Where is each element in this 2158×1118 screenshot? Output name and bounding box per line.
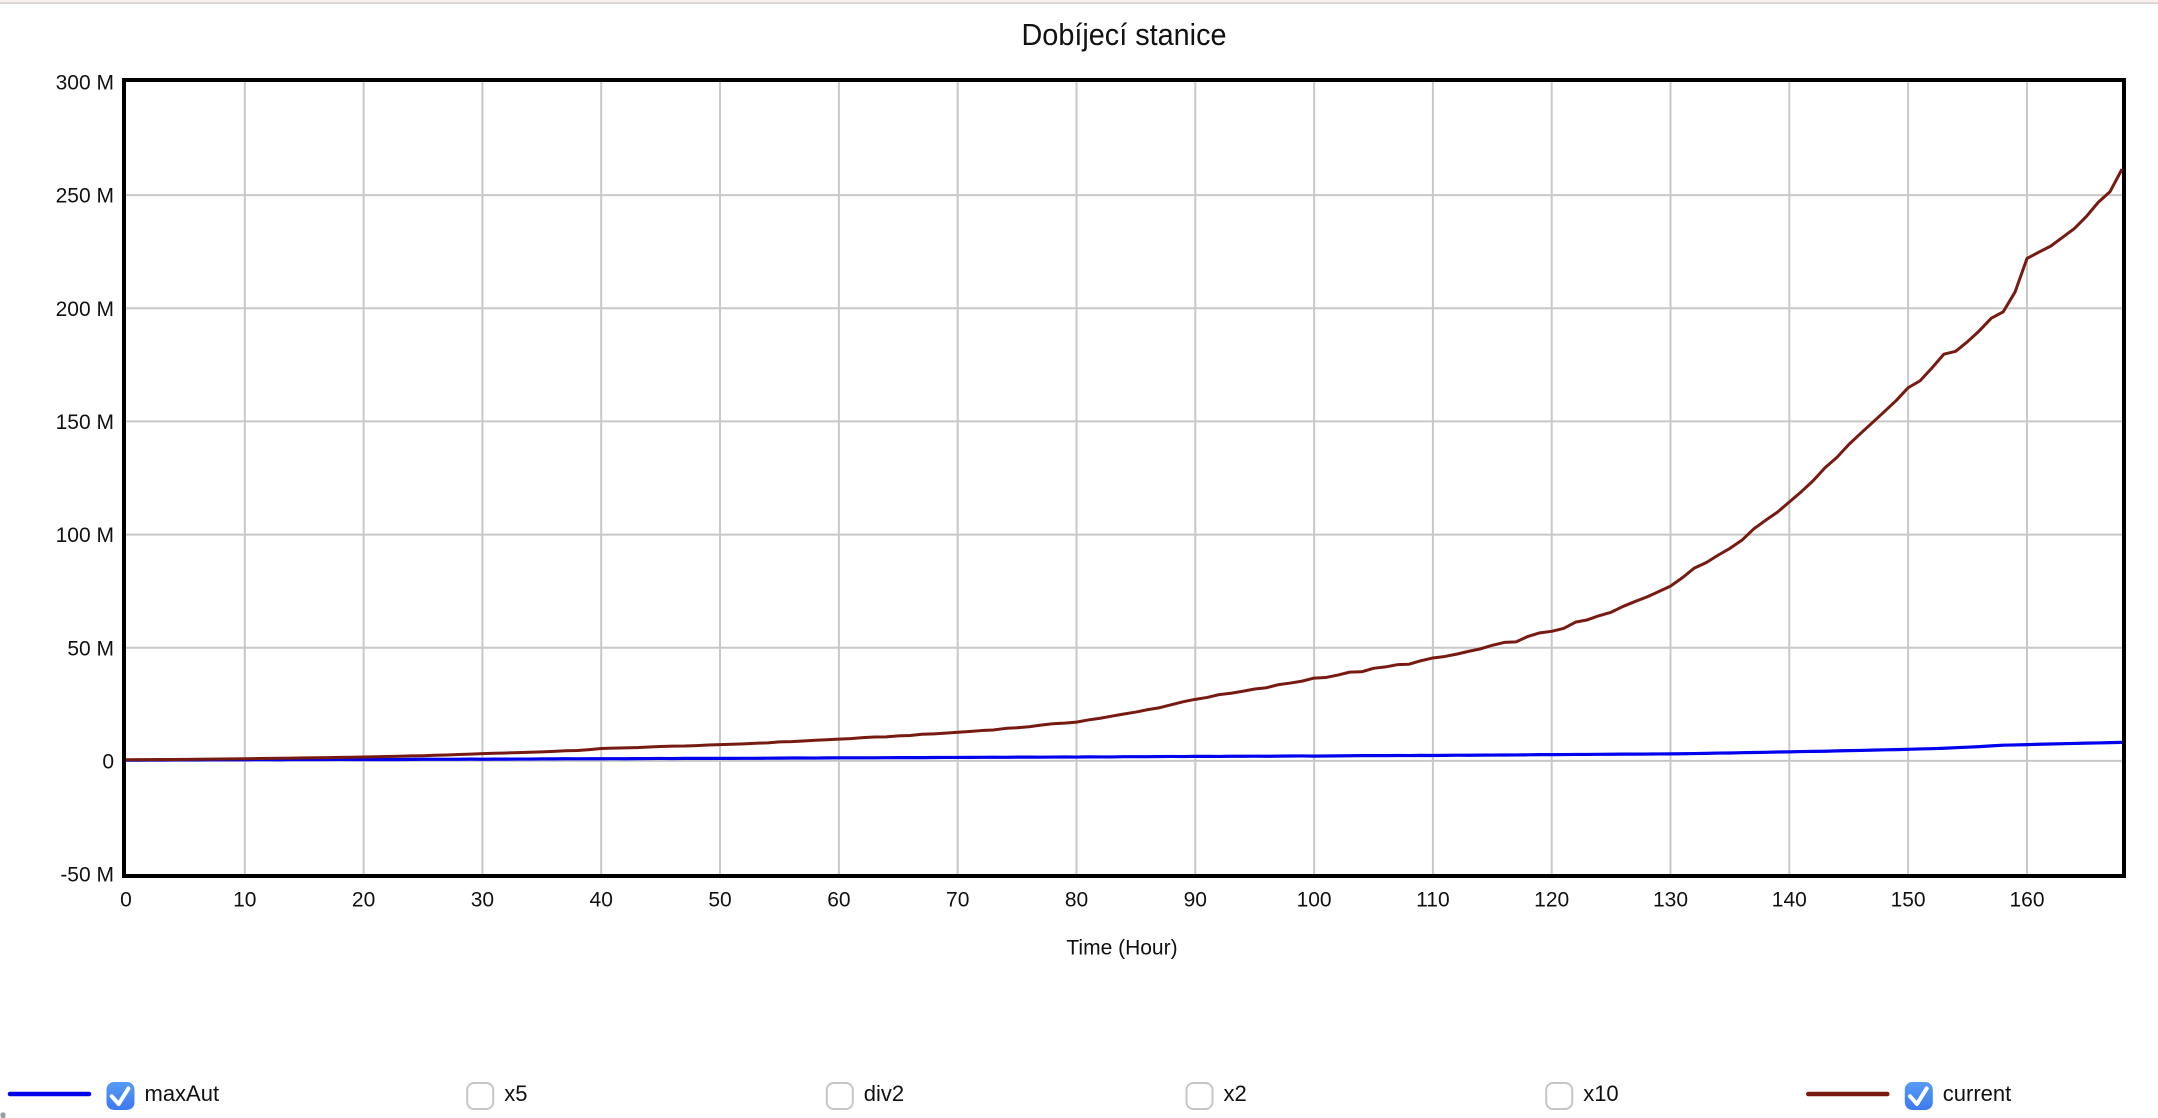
svg-text:20: 20 <box>352 889 375 912</box>
svg-text:10: 10 <box>233 889 256 912</box>
svg-text:120: 120 <box>1534 889 1569 912</box>
svg-text:60: 60 <box>827 889 850 912</box>
svg-text:250 M: 250 M <box>56 185 114 208</box>
svg-text:x5: x5 <box>504 1081 527 1106</box>
svg-text:x10: x10 <box>1583 1081 1618 1106</box>
svg-text:40: 40 <box>590 889 613 912</box>
svg-text:0: 0 <box>102 751 114 774</box>
svg-text:90: 90 <box>1184 889 1207 912</box>
svg-text:Dobíjecí stanice: Dobíjecí stanice <box>1022 17 1227 52</box>
svg-text:50 M: 50 M <box>67 637 114 660</box>
svg-text:current: current <box>1943 1081 2011 1106</box>
svg-text:30: 30 <box>471 889 494 912</box>
svg-text:150: 150 <box>1891 889 1926 912</box>
svg-text:80: 80 <box>1065 889 1088 912</box>
svg-text:200 M: 200 M <box>56 298 114 321</box>
svg-text:Time (Hour): Time (Hour) <box>1066 937 1177 960</box>
svg-text:-50 M: -50 M <box>60 864 114 887</box>
svg-text:100: 100 <box>1297 889 1332 912</box>
svg-text:div2: div2 <box>864 1081 904 1106</box>
svg-text:50: 50 <box>708 889 731 912</box>
svg-text:130: 130 <box>1653 889 1688 912</box>
svg-text:70: 70 <box>946 889 969 912</box>
svg-text:110: 110 <box>1416 889 1449 912</box>
svg-text:x2: x2 <box>1224 1081 1247 1106</box>
svg-text:150 M: 150 M <box>56 411 114 434</box>
svg-text:140: 140 <box>1772 889 1807 912</box>
svg-text:maxAut: maxAut <box>145 1081 220 1106</box>
svg-text:300 M: 300 M <box>56 72 114 95</box>
svg-text:160: 160 <box>2009 889 2044 912</box>
svg-text:0: 0 <box>120 889 132 912</box>
svg-text:100 M: 100 M <box>56 524 114 547</box>
